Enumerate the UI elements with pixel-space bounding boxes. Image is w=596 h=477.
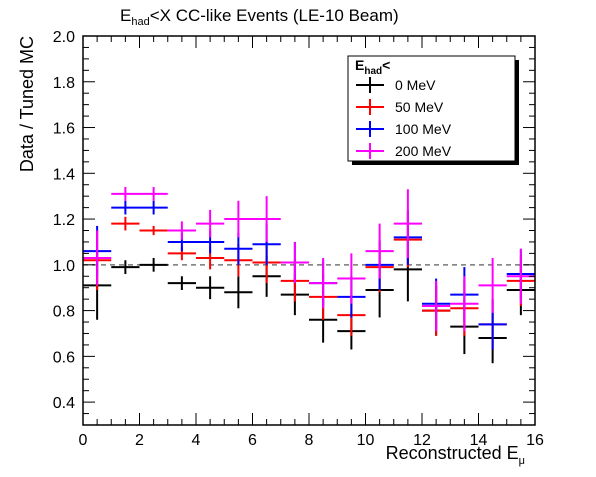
y-tick-label: 2.0: [53, 29, 75, 46]
series-200-mev: [83, 187, 535, 332]
x-tick-label: 14: [470, 432, 488, 449]
x-axis-label-main: Reconstructed E: [386, 443, 519, 463]
series-0-mev: [83, 237, 535, 364]
y-tick-label: 1.8: [53, 75, 75, 92]
chart-title: Ehad<X CC-like Events (LE-10 Beam): [120, 6, 399, 28]
x-tick-label: 12: [413, 432, 431, 449]
x-tick-label: 10: [357, 432, 375, 449]
legend-item: 200 MeV: [356, 143, 452, 159]
legend-title-rest: <: [382, 57, 390, 73]
y-tick-label: 0.4: [53, 395, 75, 412]
series-layer: [83, 187, 535, 364]
x-tick-label: 2: [135, 432, 144, 449]
y-tick-label: 1.4: [53, 166, 75, 183]
chart-title-rest: <X CC-like Events (LE-10 Beam): [150, 6, 399, 25]
y-tick-label: 0.8: [53, 304, 75, 321]
x-tick-label: 16: [526, 432, 544, 449]
y-tick-label: 1.2: [53, 212, 75, 229]
legend-title-main: E: [355, 57, 364, 73]
legend-item: 50 MeV: [356, 99, 444, 115]
x-tick-label: 4: [192, 432, 201, 449]
x-tick-label: 0: [79, 432, 88, 449]
legend-items: 0 MeV 50 MeV 100 MeV 200 MeV: [356, 77, 452, 159]
legend: Ehad< 0 MeV 50 MeV 100 MeV 200 MeV: [347, 55, 519, 165]
y-tick-label: 1.6: [53, 121, 75, 138]
x-tick-label: 6: [248, 432, 257, 449]
y-axis-label: Data / Tuned MC: [17, 36, 37, 172]
legend-label: 0 MeV: [395, 77, 436, 93]
legend-label: 100 MeV: [395, 121, 452, 137]
legend-title-sub: had: [364, 66, 382, 77]
y-tick-label: 1.0: [53, 258, 75, 275]
chart-title-sub: had: [131, 16, 149, 28]
x-axis-label: Reconstructed Eμ: [386, 443, 525, 467]
x-tick-label: 8: [305, 432, 314, 449]
legend-item: 0 MeV: [356, 77, 436, 93]
chart-title-main: E: [120, 6, 131, 25]
legend-title: Ehad<: [355, 57, 390, 77]
legend-label: 200 MeV: [395, 143, 452, 159]
legend-label: 50 MeV: [395, 99, 444, 115]
series-50-mev: [83, 212, 535, 350]
legend-item: 100 MeV: [356, 121, 452, 137]
y-tick-label: 0.6: [53, 349, 75, 366]
axes-layer: 0.4 0.6 0.8 1.0 1.2 1.4 1.6 1.8 2.0 0 2 4 6 8 10 12 14 16: [53, 29, 544, 449]
x-axis-label-sub: μ: [519, 455, 525, 467]
legend-box: [347, 55, 516, 162]
